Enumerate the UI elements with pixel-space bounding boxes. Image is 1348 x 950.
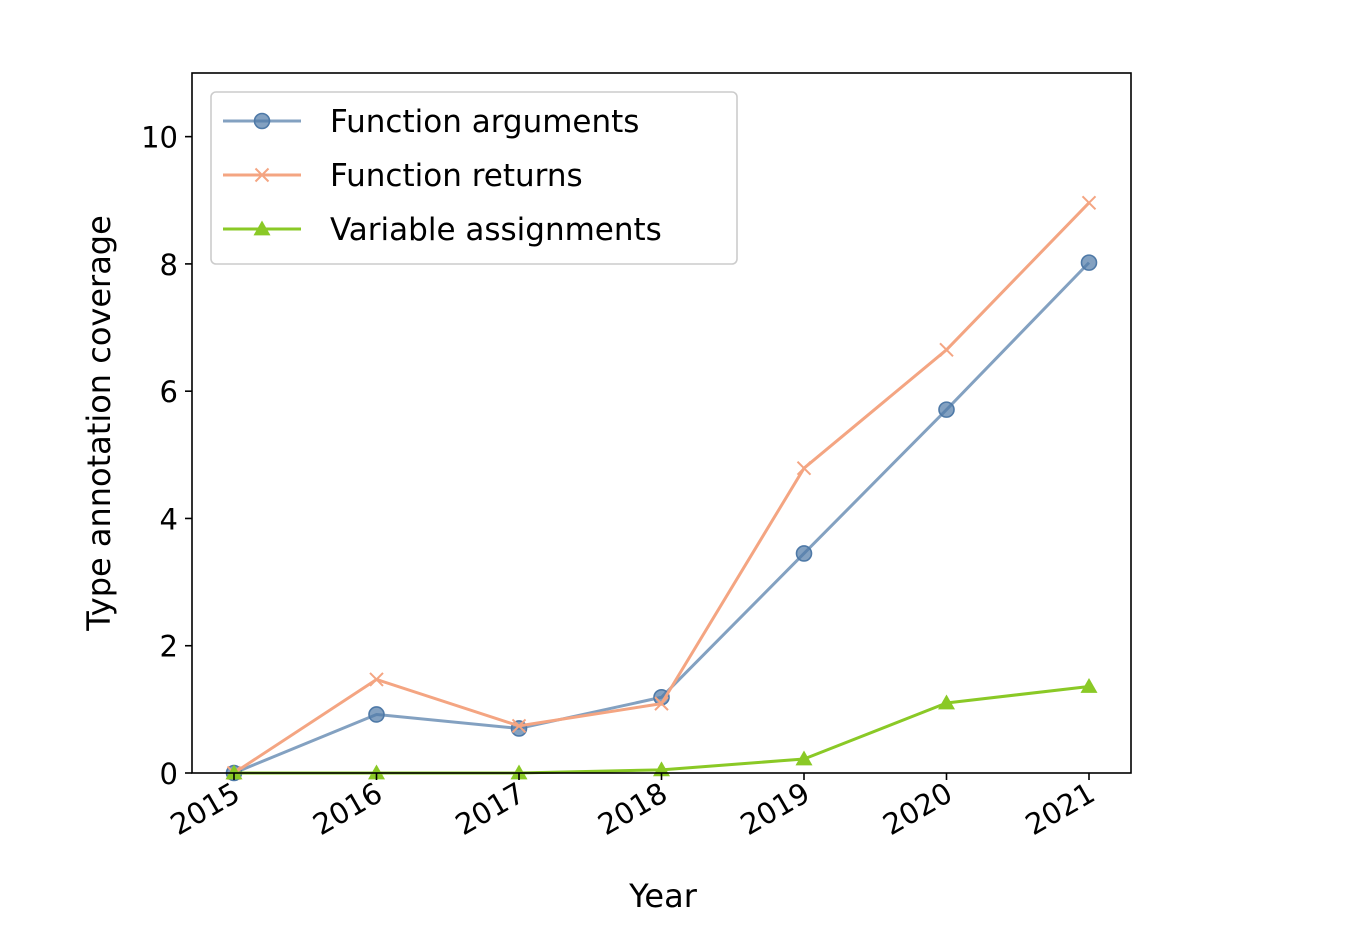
legend-marker <box>253 112 271 130</box>
x-axis: 2015 2016 2017 2018 2019 2020 2021 <box>165 773 1101 842</box>
y-tick-label: 4 <box>160 502 178 536</box>
data-point <box>369 672 384 687</box>
data-point <box>654 696 669 711</box>
legend-label: Variable assignments <box>330 212 662 248</box>
y-tick-label: 6 <box>160 375 178 409</box>
data-point <box>368 764 385 780</box>
data-point <box>795 750 813 766</box>
series-line <box>233 201 1091 775</box>
data-point <box>795 545 813 562</box>
data-point <box>1081 195 1097 211</box>
x-tick-label: 2016 <box>307 776 388 842</box>
y-tick-label: 0 <box>160 757 178 791</box>
legend: Function arguments Function returns Variab… <box>210 91 738 265</box>
legend-label: Function returns <box>330 158 583 194</box>
x-tick-label: 2021 <box>1020 776 1101 842</box>
legend-box <box>210 91 738 265</box>
legend-entry: Function arguments <box>223 104 639 140</box>
data-point <box>1080 677 1098 693</box>
y-tick-label: 2 <box>160 630 178 664</box>
x-tick-label: 2018 <box>592 776 673 842</box>
legend-entry: Function returns <box>223 158 583 194</box>
legend-entry: Variable assignments <box>223 212 662 248</box>
legend-label: Function arguments <box>330 104 639 140</box>
data-point <box>1080 254 1098 271</box>
y-tick-label: 10 <box>141 121 178 155</box>
x-axis-label: Year <box>628 877 698 915</box>
legend-marker <box>254 167 270 183</box>
data-point <box>510 764 528 780</box>
chart-marks <box>225 195 1098 782</box>
y-axis: 0 2 4 6 8 10 <box>141 121 192 791</box>
x-tick-label: 2019 <box>735 776 816 842</box>
data-point <box>939 342 954 358</box>
data-point <box>938 401 955 418</box>
legend-marker <box>253 220 271 236</box>
x-tick-label: 2020 <box>877 776 958 842</box>
data-point <box>796 460 812 476</box>
y-tick-label: 8 <box>160 248 178 282</box>
data-point <box>368 706 385 723</box>
y-axis-label: Type annotation coverage <box>80 215 118 632</box>
data-point <box>225 764 243 780</box>
data-point <box>938 694 955 710</box>
data-point <box>511 718 527 734</box>
x-tick-label: 2017 <box>450 776 531 842</box>
